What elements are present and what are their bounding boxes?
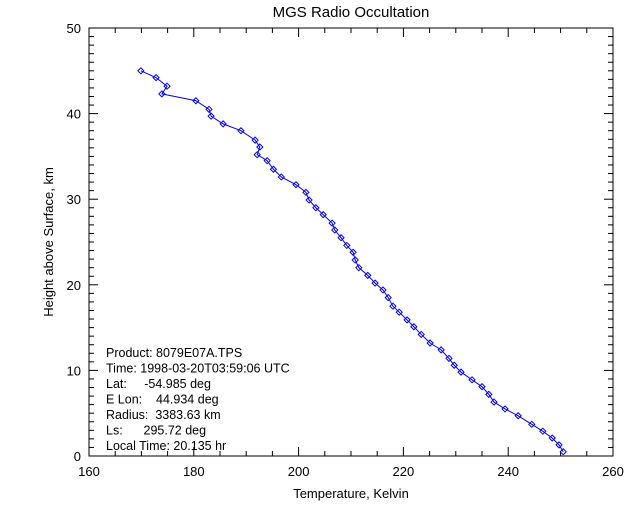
data-point <box>337 234 345 242</box>
axis-ticks <box>88 27 614 457</box>
data-point <box>548 434 556 442</box>
x-axis-label: Temperature, Kelvin <box>293 486 409 501</box>
data-point <box>253 150 261 159</box>
data-point <box>237 127 245 135</box>
x-tick-label: 200 <box>288 464 310 479</box>
data-point <box>251 136 259 144</box>
x-tick-label: 160 <box>78 464 100 479</box>
data-point <box>457 368 465 376</box>
data-point <box>485 390 493 399</box>
data-point <box>514 412 522 420</box>
annotation-line: Time: 1998-03-20T03:59:06 UTC <box>106 362 290 376</box>
y-tick-label: 50 <box>67 21 81 36</box>
data-point <box>319 210 327 219</box>
data-point <box>343 241 351 250</box>
data-point <box>555 441 563 449</box>
data-point <box>395 308 403 316</box>
annotation-line: E Lon: 44.934 deg <box>106 393 219 407</box>
data-point <box>277 173 286 181</box>
chart-title: MGS Radio Occultation <box>273 4 430 21</box>
data-point <box>328 219 336 227</box>
data-point <box>450 361 458 369</box>
data-point <box>292 180 300 189</box>
data-point <box>263 156 271 165</box>
x-tick-label: 220 <box>393 464 415 479</box>
x-tick-labels: 160 180 200 220 240 260 <box>78 464 624 479</box>
data-point <box>539 427 547 435</box>
data-point <box>305 196 313 204</box>
data-point <box>426 339 434 347</box>
data-point <box>351 256 359 264</box>
data-point <box>501 405 509 413</box>
data-point <box>158 90 166 98</box>
data-point <box>207 112 215 120</box>
annotation-line: Local Time: 20.135 hr <box>106 439 226 453</box>
y-tick-labels: 0 10 20 30 40 50 <box>67 21 81 464</box>
data-point <box>410 323 418 331</box>
series-line <box>140 70 564 452</box>
data-point <box>559 448 567 456</box>
data-point <box>437 346 445 354</box>
data-point <box>468 376 476 384</box>
annotation-line: Ls: 295.72 deg <box>106 424 206 438</box>
data-point <box>384 293 392 302</box>
y-tick-label: 20 <box>67 278 81 293</box>
annotation-line: Radius: 3383.63 km <box>106 408 221 422</box>
data-point <box>219 120 227 128</box>
y-axis-label: Height above Surface, km <box>41 167 56 317</box>
y-tick-label: 40 <box>67 107 81 122</box>
product-info-annotation: Product: 8079E07A.TPS Time: 1998-03-20T03… <box>106 346 290 453</box>
data-point <box>478 382 486 391</box>
x-tick-label: 260 <box>602 464 624 479</box>
data-point <box>490 398 498 406</box>
annotation-line: Product: 8079E07A.TPS <box>106 346 242 360</box>
data-point <box>256 143 264 151</box>
data-point <box>349 248 357 256</box>
data-point <box>163 82 171 90</box>
data-point <box>331 226 339 234</box>
data-point <box>137 67 145 75</box>
data-point <box>355 263 363 272</box>
data-point <box>371 279 379 287</box>
annotation-line: Lat: -54.985 deg <box>106 377 211 391</box>
x-tick-label: 240 <box>497 464 519 479</box>
data-point <box>389 302 397 310</box>
y-tick-label: 10 <box>67 363 81 378</box>
data-point <box>192 97 200 105</box>
data-point <box>528 420 536 429</box>
y-tick-label: 0 <box>74 449 81 464</box>
y-tick-label: 30 <box>67 192 81 207</box>
data-point <box>205 105 213 114</box>
data-point <box>379 286 387 294</box>
data-point <box>152 73 160 82</box>
x-tick-label: 180 <box>183 464 205 479</box>
data-point <box>364 271 372 280</box>
data-point <box>445 354 453 363</box>
data-point <box>312 204 320 212</box>
data-point <box>302 188 310 197</box>
temperature-profile-series <box>137 67 567 456</box>
data-point <box>269 165 278 173</box>
data-point <box>417 330 425 339</box>
data-point <box>403 316 411 324</box>
